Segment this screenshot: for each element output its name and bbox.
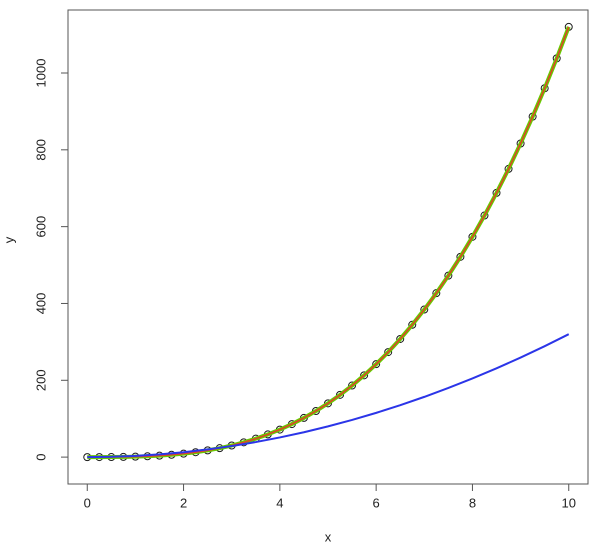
point xyxy=(408,320,417,329)
point xyxy=(372,360,381,369)
y-tick-label: 1000 xyxy=(33,59,48,88)
point xyxy=(360,371,369,380)
y-tick-label: 800 xyxy=(33,139,48,161)
point xyxy=(396,334,405,343)
point xyxy=(336,390,345,399)
x-tick-label: 10 xyxy=(562,495,576,510)
x-tick-label: 2 xyxy=(180,495,187,510)
y-tick-label: 0 xyxy=(33,453,48,460)
y-axis-label: y xyxy=(1,236,16,243)
y-tick-label: 400 xyxy=(33,293,48,315)
series-line xyxy=(87,333,570,459)
plot-box xyxy=(67,9,589,485)
series-line xyxy=(87,26,570,458)
point xyxy=(384,348,393,357)
x-tick-label: 4 xyxy=(276,495,283,510)
series-line xyxy=(87,26,571,460)
y-tick-label: 200 xyxy=(33,369,48,391)
x-tick-label: 0 xyxy=(84,495,91,510)
point xyxy=(420,305,429,314)
y-tick-label: 600 xyxy=(33,216,48,238)
x-tick-label: 8 xyxy=(469,495,476,510)
x-tick-label: 6 xyxy=(373,495,380,510)
point xyxy=(348,381,357,390)
x-axis-label: x xyxy=(325,529,332,544)
